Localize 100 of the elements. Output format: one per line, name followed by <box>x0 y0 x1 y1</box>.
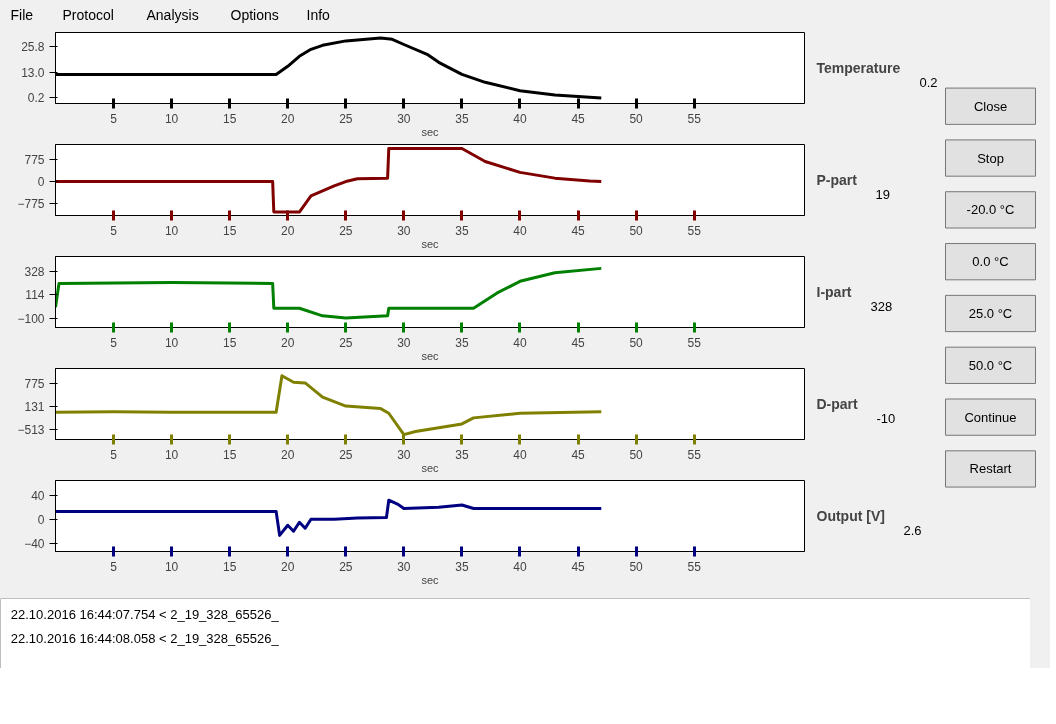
y-tick-label: −40 <box>24 536 45 551</box>
x-tick-label: 30 <box>397 335 411 350</box>
text: 22.10.2016 16:44:08.058 < 2_19_328_65526_ <box>10 630 280 646</box>
y-tick-label: 775 <box>24 377 45 392</box>
x-tick-label: 10 <box>164 559 179 574</box>
x-tick-label: 25 <box>339 335 353 350</box>
x-tick-label: 15 <box>223 111 237 126</box>
text: Options <box>230 6 279 23</box>
x-tick-label: 45 <box>571 335 586 350</box>
y-tick-label: −513 <box>17 423 45 438</box>
text: Protocol <box>62 6 114 23</box>
x-tick-label: 10 <box>164 111 179 126</box>
line-series <box>55 266 603 320</box>
x-tick-label: 45 <box>571 223 586 238</box>
x-tick-label: 25 <box>339 559 353 574</box>
text: 0.0 °C <box>972 254 1009 270</box>
x-tick-label: 40 <box>513 223 527 238</box>
text: 2.6 <box>903 522 922 538</box>
x-tick-label: 55 <box>687 223 702 238</box>
text: 25.0 °C <box>968 306 1013 321</box>
x-tick-label: 15 <box>223 447 237 462</box>
y-tick-label: 25.8 <box>21 40 45 55</box>
x-tick-label: 15 <box>223 223 237 238</box>
x-tick-label: 35 <box>455 111 469 126</box>
x-tick-label: 55 <box>687 111 702 126</box>
text: 50.0 °C <box>968 357 1013 373</box>
text: P-part <box>816 172 858 188</box>
x-tick-label: 20 <box>281 223 295 238</box>
x-axis-title: sec <box>421 125 440 138</box>
x-tick-label: 15 <box>223 559 237 574</box>
x-tick-label: 50 <box>629 335 644 350</box>
x-tick-label: 20 <box>281 559 295 574</box>
x-tick-label: 25 <box>339 111 353 126</box>
x-tick-label: 45 <box>571 111 586 126</box>
x-tick-label: 50 <box>629 447 644 462</box>
x-tick-label: 40 <box>513 335 527 350</box>
text: Output [V] <box>816 508 885 524</box>
y-tick-label: 328 <box>24 265 45 280</box>
y-tick-label: 131 <box>24 400 45 415</box>
x-tick-label: 30 <box>397 223 411 238</box>
x-tick-label: 20 <box>281 447 295 462</box>
x-axis-title: sec <box>421 349 440 362</box>
x-tick-label: 10 <box>164 223 179 238</box>
x-tick-label: 35 <box>455 559 469 574</box>
x-tick-label: 10 <box>164 447 179 462</box>
x-tick-label: 15 <box>223 335 237 350</box>
x-tick-label: 30 <box>397 559 411 574</box>
text: I-part <box>816 284 852 300</box>
y-tick-label: 40 <box>31 488 45 503</box>
x-tick-label: 25 <box>339 447 353 462</box>
text: Close <box>973 98 1008 114</box>
x-tick-label: 50 <box>629 559 644 574</box>
x-tick-label: 55 <box>687 335 702 350</box>
y-tick-label: 775 <box>24 152 45 167</box>
x-tick-label: 30 <box>397 111 411 126</box>
x-tick-label: 5 <box>110 223 118 238</box>
x-tick-label: 40 <box>513 559 527 574</box>
text: Analysis <box>146 6 199 23</box>
text: File <box>10 6 34 23</box>
y-tick-label: −100 <box>17 311 45 326</box>
x-tick-label: 50 <box>629 111 644 126</box>
line-series <box>55 498 603 537</box>
y-tick-label: 0 <box>37 175 45 190</box>
x-tick-label: 45 <box>571 559 586 574</box>
x-tick-label: 5 <box>110 335 118 350</box>
text: 328 <box>870 298 893 314</box>
x-tick-label: 40 <box>513 111 527 126</box>
text: 0.2 <box>919 74 938 90</box>
text: Info <box>306 6 331 23</box>
y-tick-label: 114 <box>25 288 45 303</box>
x-tick-label: 20 <box>281 111 295 126</box>
x-tick-label: 30 <box>397 447 411 462</box>
text: -20.0 °C <box>966 202 1015 218</box>
y-tick-label: 0.2 <box>27 91 45 106</box>
x-tick-label: 10 <box>164 335 179 350</box>
text: Stop <box>977 150 1004 166</box>
text: 22.10.2016 16:44:07.754 < 2_19_328_65526_ <box>10 607 280 623</box>
x-tick-label: 20 <box>281 335 295 350</box>
y-tick-label: 0 <box>37 512 45 527</box>
x-tick-label: 35 <box>455 447 469 462</box>
x-tick-label: 45 <box>571 447 586 462</box>
y-tick-label: −775 <box>17 197 45 212</box>
x-tick-label: 55 <box>687 559 702 574</box>
text: Temperature <box>816 60 901 76</box>
text: Restart <box>969 461 1012 477</box>
y-tick-label: 13.0 <box>21 65 45 80</box>
text: Continue <box>964 409 1017 425</box>
x-tick-label: 50 <box>629 223 644 238</box>
x-tick-label: 5 <box>110 559 118 574</box>
x-tick-label: 5 <box>110 111 118 126</box>
x-axis-title: sec <box>421 461 440 474</box>
x-axis-title: sec <box>421 573 440 586</box>
x-tick-label: 5 <box>110 447 118 462</box>
text: D-part <box>816 396 859 412</box>
x-tick-label: 25 <box>339 223 353 238</box>
x-axis-title: sec <box>421 237 440 250</box>
text: 19 <box>875 186 890 202</box>
x-tick-label: 55 <box>687 447 702 462</box>
x-tick-label: 35 <box>455 335 469 350</box>
text: -10 <box>876 410 896 426</box>
